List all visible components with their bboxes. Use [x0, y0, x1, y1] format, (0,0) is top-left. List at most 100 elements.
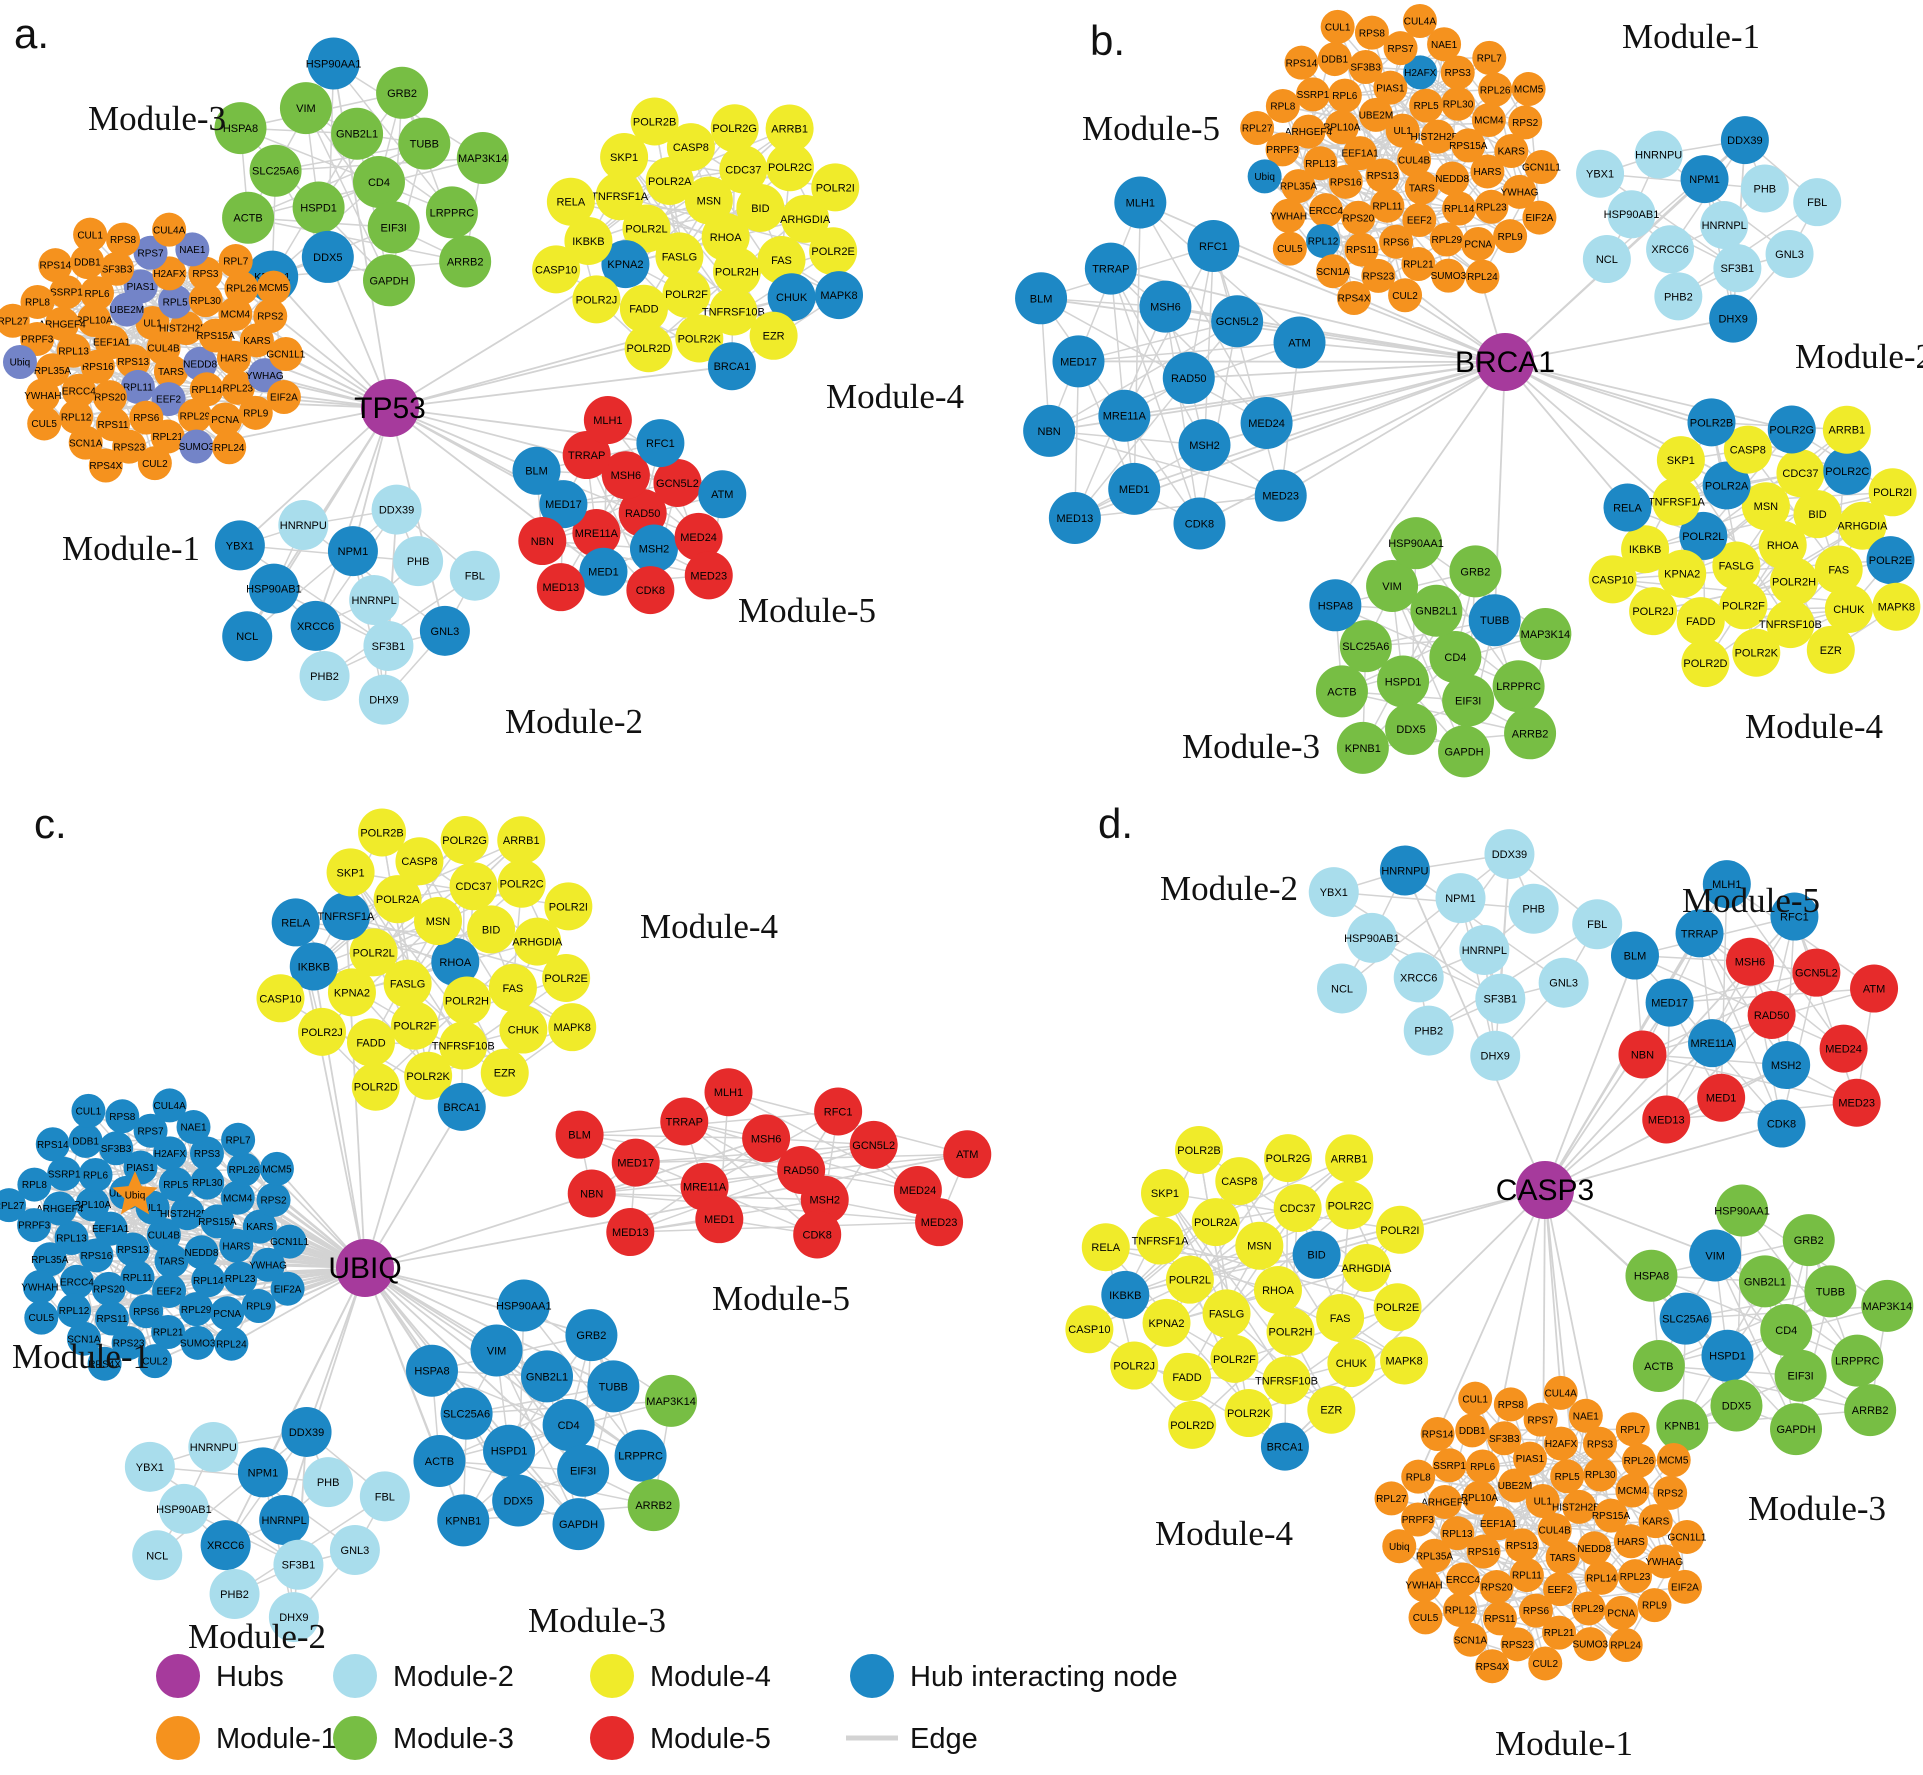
- node-GNB2L1[interactable]: [521, 1350, 574, 1403]
- node-MSH6[interactable]: [742, 1114, 791, 1163]
- node-RPL10A[interactable]: [1324, 110, 1359, 145]
- node-BID[interactable]: [467, 905, 516, 954]
- node-RPL29[interactable]: [1429, 222, 1464, 257]
- node-MED23[interactable]: [1832, 1078, 1881, 1127]
- node-HIST2H2BE[interactable]: [169, 311, 204, 346]
- node-SLC25A6[interactable]: [1659, 1292, 1712, 1345]
- node-GRB2[interactable]: [565, 1309, 618, 1362]
- node-PHB[interactable]: [303, 1457, 354, 1508]
- node-DDB1[interactable]: [1317, 42, 1352, 77]
- node-NPM1[interactable]: [237, 1447, 288, 1498]
- node-FBL[interactable]: [359, 1471, 410, 1522]
- node-SF3B1[interactable]: [1713, 244, 1762, 293]
- node-HSPD1[interactable]: [292, 181, 345, 234]
- node-SF3B1[interactable]: [273, 1539, 324, 1590]
- node-BID[interactable]: [1793, 490, 1842, 539]
- node-RPL26[interactable]: [226, 1152, 261, 1187]
- node-HNRNPU[interactable]: [1634, 130, 1683, 179]
- node-RPS23[interactable]: [1500, 1627, 1535, 1662]
- node-SLC25A6[interactable]: [249, 144, 302, 197]
- node-NEDD8[interactable]: [1577, 1531, 1612, 1566]
- node-CDK8[interactable]: [1173, 497, 1226, 550]
- node-SCN1A[interactable]: [66, 1321, 101, 1356]
- node-ATM[interactable]: [943, 1130, 992, 1179]
- node-RPS13[interactable]: [1365, 158, 1400, 193]
- node-RPS2[interactable]: [1508, 105, 1543, 140]
- node-CUL2[interactable]: [137, 446, 172, 481]
- node-RPL23[interactable]: [1474, 189, 1509, 224]
- node-MED1[interactable]: [1108, 462, 1161, 515]
- node-RPL8[interactable]: [1401, 1459, 1436, 1494]
- node-KARS[interactable]: [1638, 1504, 1673, 1539]
- node-RPS7[interactable]: [1523, 1402, 1558, 1437]
- node-CHUK[interactable]: [1327, 1339, 1376, 1388]
- node-GCN5L2[interactable]: [653, 458, 702, 507]
- node-CASP8[interactable]: [395, 837, 444, 886]
- node-PHB2[interactable]: [299, 650, 350, 701]
- node-SKP1[interactable]: [1656, 436, 1705, 485]
- node-POLR2E[interactable]: [809, 227, 858, 276]
- node-NPM1[interactable]: [1680, 155, 1729, 204]
- node-IKBKB[interactable]: [289, 942, 338, 991]
- node-RPL21[interactable]: [150, 419, 185, 454]
- node-DHX9[interactable]: [1709, 294, 1758, 343]
- node-RPL11[interactable]: [1509, 1558, 1544, 1593]
- node-CUL5[interactable]: [1408, 1600, 1443, 1635]
- node-CDK8[interactable]: [626, 566, 675, 615]
- node-RPL24[interactable]: [1608, 1628, 1643, 1663]
- node-SF3B3[interactable]: [99, 1131, 134, 1166]
- node-GCN1L1[interactable]: [272, 1224, 307, 1259]
- node-POLR2K[interactable]: [1732, 628, 1781, 677]
- node-CUL1[interactable]: [1320, 9, 1355, 44]
- node-RPL12[interactable]: [59, 399, 94, 434]
- node-HSPA8[interactable]: [1625, 1249, 1678, 1302]
- node-RPS6[interactable]: [1379, 224, 1414, 259]
- node-LRPPRC[interactable]: [1831, 1334, 1884, 1387]
- node-CUL4B[interactable]: [146, 1218, 181, 1252]
- node-MED13[interactable]: [536, 563, 585, 612]
- node-RHOA[interactable]: [1758, 521, 1807, 569]
- node-MRE11A[interactable]: [572, 508, 621, 557]
- node-RPL10A[interactable]: [75, 1187, 110, 1222]
- node-RPS14[interactable]: [1420, 1416, 1455, 1451]
- node-HNRNPL[interactable]: [1459, 925, 1510, 975]
- node-RPL8[interactable]: [1265, 88, 1300, 123]
- node-NEDD8[interactable]: [183, 346, 218, 381]
- node-BRCA1[interactable]: [1260, 1422, 1309, 1471]
- node-GNB2L1[interactable]: [331, 107, 384, 160]
- node-Ubiq[interactable]: [1247, 159, 1282, 194]
- node-TNFRSF10B[interactable]: [1766, 600, 1815, 649]
- node-CDC37[interactable]: [1273, 1184, 1322, 1233]
- node-GRB2[interactable]: [1449, 545, 1502, 598]
- node-ACTB[interactable]: [413, 1435, 466, 1488]
- node-POLR2H[interactable]: [442, 976, 491, 1025]
- node-CUL4A[interactable]: [152, 212, 187, 247]
- node-VIM[interactable]: [1689, 1229, 1742, 1282]
- node-FAS[interactable]: [1814, 545, 1863, 594]
- node-EZR[interactable]: [480, 1048, 529, 1097]
- node-SF3B3[interactable]: [1348, 49, 1383, 84]
- node-TARS[interactable]: [1404, 170, 1439, 205]
- node-FASLG[interactable]: [1202, 1289, 1251, 1338]
- node-RPL6[interactable]: [1465, 1449, 1500, 1484]
- node-ARRB1[interactable]: [1325, 1134, 1374, 1183]
- node-SKP1[interactable]: [1141, 1169, 1190, 1218]
- node-NCL[interactable]: [1582, 235, 1631, 284]
- node-RPL10A[interactable]: [1462, 1480, 1497, 1515]
- node-RFC1[interactable]: [814, 1087, 863, 1136]
- node-RPS11[interactable]: [1482, 1601, 1517, 1636]
- node-GNL3[interactable]: [1538, 957, 1589, 1008]
- node-SUMO3[interactable]: [179, 429, 214, 464]
- node-EIF2A[interactable]: [270, 1271, 305, 1306]
- node-RPL12[interactable]: [57, 1293, 92, 1328]
- node-EZR[interactable]: [1806, 625, 1855, 674]
- node-ERCC4[interactable]: [61, 373, 96, 408]
- node-POLR2D[interactable]: [351, 1062, 400, 1111]
- node-FAS[interactable]: [1316, 1293, 1365, 1342]
- node-UL1[interactable]: [1385, 113, 1420, 148]
- node-YWHAH[interactable]: [25, 378, 60, 413]
- node-TUBB[interactable]: [1804, 1265, 1857, 1318]
- node-RPS16[interactable]: [79, 1238, 114, 1273]
- node-POLR2D[interactable]: [1168, 1400, 1217, 1449]
- node-IKBKB[interactable]: [564, 216, 613, 265]
